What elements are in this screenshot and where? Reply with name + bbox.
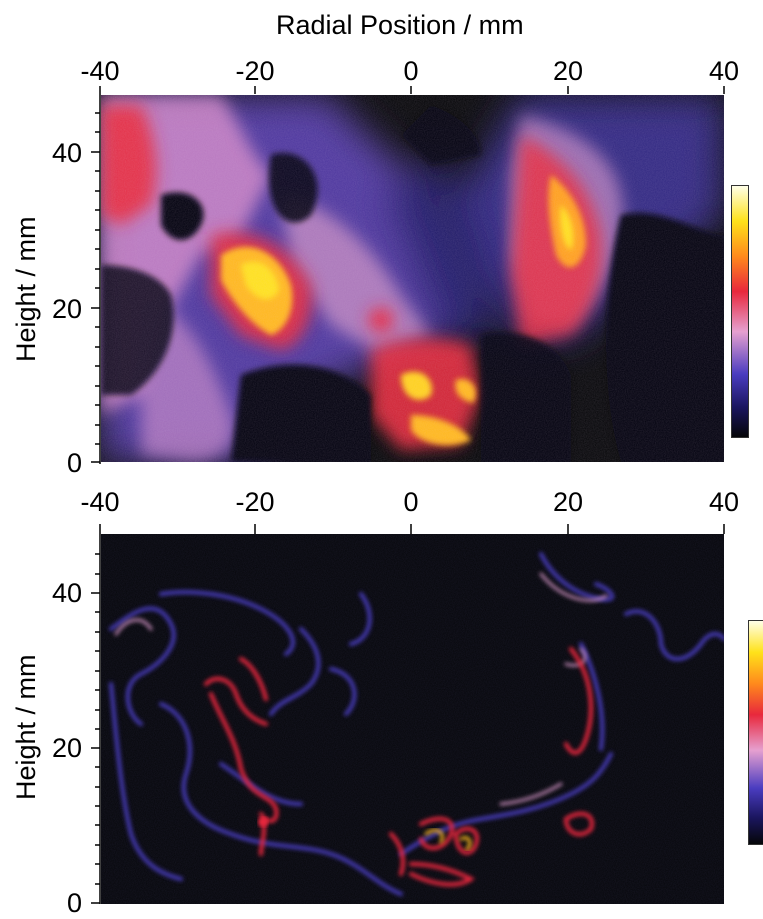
top-x-tick-label: -40 [80,56,120,86]
bottom-y-axis-label: Height / mm [11,654,41,800]
top-intensity-image [101,95,724,462]
bottom-gradient-image [101,534,724,904]
top-x-tick-label: 20 [552,56,584,86]
bottom-colorbar [748,620,763,845]
top-y-axis-label: Height / mm [11,216,41,362]
bottom-axis-ticks [91,524,725,904]
bottom-y-tick-label: 40 [51,578,82,608]
bottom-x-tick-label: -40 [80,487,120,517]
top-x-tick-label: 0 [403,56,419,86]
x-axis-title: Radial Position / mm [276,10,524,40]
top-colorbar [731,185,749,438]
bottom-x-tick-label: 0 [403,487,419,517]
top-y-tick-label: 20 [51,294,82,324]
bottom-x-tick-label: 40 [708,487,740,517]
top-y-tick-label: 0 [66,448,82,478]
top-y-tick-label: 40 [51,138,82,168]
top-x-tick-label: 40 [708,56,740,86]
bottom-x-tick-label: -20 [235,487,275,517]
bottom-y-tick-label: 0 [66,888,82,918]
top-axis-ticks [91,86,725,464]
bottom-y-tick-label: 20 [51,733,82,763]
bottom-x-tick-label: 20 [552,487,584,517]
top-x-tick-label: -20 [235,56,275,86]
